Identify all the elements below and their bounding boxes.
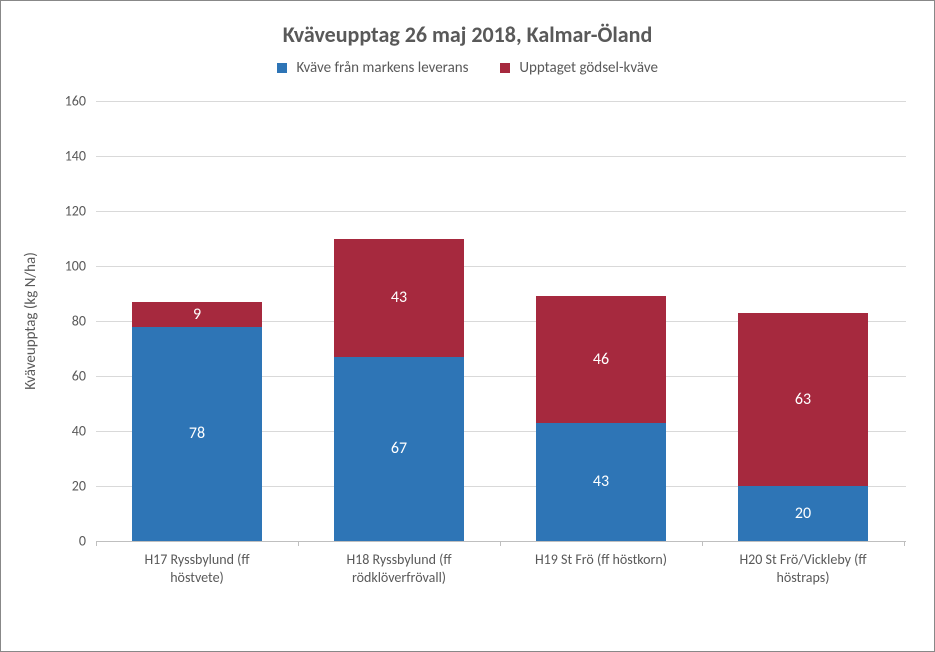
bar-value-label: 67 <box>391 439 407 458</box>
x-axis-category-label: H17 Ryssbylund (ffhöstvete) <box>97 551 297 587</box>
x-axis-category-label: H18 Ryssbylund (ffrödklöverfrövall) <box>299 551 499 587</box>
gridline <box>96 211 906 212</box>
legend-label-2: Upptaget gödsel-kväve <box>519 59 658 77</box>
y-tick-label: 120 <box>46 203 86 220</box>
x-tick-mark <box>500 541 501 546</box>
bar-segment: 43 <box>334 239 464 357</box>
bar-group: 78 9 <box>132 302 262 541</box>
legend-item-2: Upptaget gödsel-kväve <box>500 59 658 77</box>
bar-group: 2063 <box>738 313 868 541</box>
bar-segment: 20 <box>738 486 868 541</box>
bar-segment: 78 <box>132 327 262 542</box>
legend-swatch-1 <box>277 63 287 73</box>
x-tick-mark <box>298 541 299 546</box>
x-tick-mark <box>96 541 97 546</box>
chart-container: Kväveupptag 26 maj 2018, Kalmar-Öland Kv… <box>0 0 935 652</box>
gridline <box>96 266 906 267</box>
bar-segment: 9 <box>132 302 262 327</box>
x-tick-mark <box>702 541 703 546</box>
bar-group: 67 43 <box>334 239 464 542</box>
gridline <box>96 156 906 157</box>
legend-swatch-2 <box>500 63 510 73</box>
y-tick-label: 160 <box>46 93 86 110</box>
bar-segment: 43 <box>536 423 666 541</box>
x-tick-mark <box>904 541 905 546</box>
x-axis-category-label: H20 St Frö/Vickleby (ffhöstraps) <box>703 551 903 587</box>
bar-segment: 46 <box>536 296 666 423</box>
y-tick-label: 0 <box>46 533 86 550</box>
bar-segment: 63 <box>738 313 868 486</box>
y-tick-label: 140 <box>46 148 86 165</box>
y-tick-label: 60 <box>46 368 86 385</box>
y-tick-label: 40 <box>46 423 86 440</box>
bar-segment: 67 <box>334 357 464 541</box>
bar-value-label: 78 <box>189 424 205 443</box>
chart-title: Kväveupptag 26 maj 2018, Kalmar-Öland <box>1 21 934 48</box>
bar-value-label: 9 <box>193 305 201 324</box>
y-tick-label: 20 <box>46 478 86 495</box>
bar-value-label: 46 <box>593 350 609 369</box>
bar-value-label: 43 <box>391 288 407 307</box>
legend-label-1: Kväve från markens leverans <box>296 59 468 77</box>
y-tick-label: 80 <box>46 313 86 330</box>
x-axis-category-label: H19 St Frö (ff höstkorn) <box>501 551 701 569</box>
y-tick-label: 100 <box>46 258 86 275</box>
bar-value-label: 20 <box>795 504 811 523</box>
gridline <box>96 101 906 102</box>
bar-value-label: 43 <box>593 472 609 491</box>
plot-area: 789674343462063 <box>96 101 906 542</box>
y-axis-label: Kväveupptag (kg N/ha) <box>22 252 40 390</box>
bar-group: 43 46 <box>536 296 666 541</box>
legend: Kväve från markens leverans Upptaget göd… <box>1 59 934 77</box>
legend-item-1: Kväve från markens leverans <box>277 59 469 77</box>
bar-value-label: 63 <box>795 390 811 409</box>
